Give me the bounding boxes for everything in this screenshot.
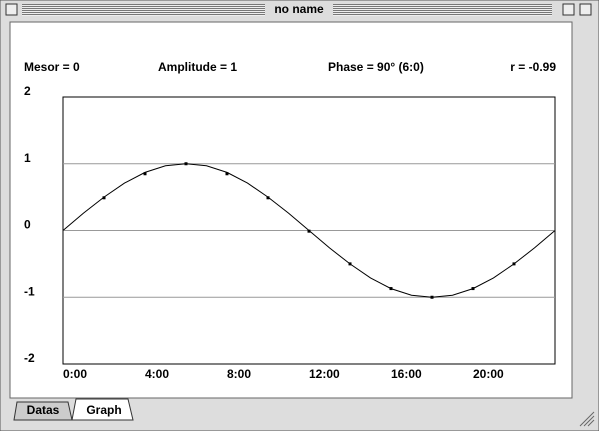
data-point (389, 287, 393, 291)
data-point (430, 295, 434, 299)
close-box[interactable] (5, 3, 18, 16)
amplitude: Amplitude = 1 (158, 60, 237, 74)
x-tick-label: 8:00 (227, 367, 251, 381)
x-tick-label: 0:00 (63, 367, 87, 381)
phase: Phase = 90° (6:0) (328, 60, 424, 74)
zoom-box[interactable] (562, 3, 575, 16)
y-tick-label: -2 (24, 351, 35, 365)
mesor: Mesor = 0 (24, 60, 80, 74)
window-title: no name (274, 2, 324, 16)
data-point (512, 262, 516, 266)
data-point (266, 196, 270, 200)
x-tick-label: 4:00 (145, 367, 169, 381)
tab-graph[interactable] (71, 398, 134, 421)
y-tick-label: 0 (24, 218, 31, 232)
collapse-box[interactable] (579, 3, 592, 16)
y-tick-label: -1 (24, 284, 35, 298)
x-tick-label: 20:00 (473, 367, 504, 381)
tab-label: Datas (27, 403, 60, 417)
tab-label: Graph (86, 403, 121, 417)
y-tick-label: 2 (24, 84, 31, 98)
x-tick-label: 16:00 (391, 367, 422, 381)
data-point (471, 287, 475, 291)
r-value: r = -0.99 (510, 60, 556, 74)
y-tick-label: 1 (24, 151, 31, 165)
title-bg (265, 2, 333, 18)
x-tick-label: 12:00 (309, 367, 340, 381)
data-point (184, 162, 188, 166)
data-point (307, 229, 311, 233)
data-point (348, 262, 352, 266)
data-point (143, 172, 147, 176)
resize-grip[interactable] (579, 411, 595, 427)
tab-datas[interactable] (13, 401, 73, 421)
data-point (102, 196, 106, 200)
data-point (225, 172, 229, 176)
